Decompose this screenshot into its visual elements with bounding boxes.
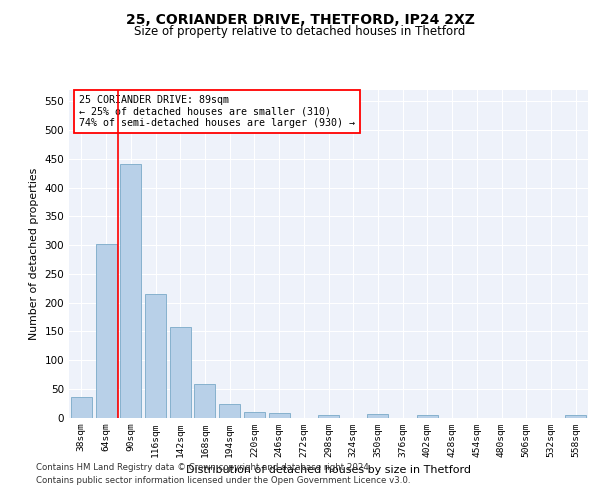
Bar — [194, 384, 215, 418]
Text: Contains public sector information licensed under the Open Government Licence v3: Contains public sector information licen… — [36, 476, 410, 485]
Text: Size of property relative to detached houses in Thetford: Size of property relative to detached ho… — [134, 25, 466, 38]
Text: Contains HM Land Registry data © Crown copyright and database right 2024.: Contains HM Land Registry data © Crown c… — [36, 464, 371, 472]
Text: 25, CORIANDER DRIVE, THETFORD, IP24 2XZ: 25, CORIANDER DRIVE, THETFORD, IP24 2XZ — [125, 12, 475, 26]
Bar — [95, 244, 116, 418]
Bar — [120, 164, 141, 418]
Text: 25 CORIANDER DRIVE: 89sqm
← 25% of detached houses are smaller (310)
74% of semi: 25 CORIANDER DRIVE: 89sqm ← 25% of detac… — [79, 95, 355, 128]
Bar — [417, 415, 438, 418]
Bar — [145, 294, 166, 418]
Bar — [170, 328, 191, 418]
X-axis label: Distribution of detached houses by size in Thetford: Distribution of detached houses by size … — [186, 465, 471, 475]
Bar — [219, 404, 240, 417]
Bar — [244, 412, 265, 418]
Bar — [318, 414, 339, 418]
Y-axis label: Number of detached properties: Number of detached properties — [29, 168, 39, 340]
Bar — [71, 397, 92, 417]
Bar — [269, 413, 290, 418]
Bar — [367, 414, 388, 418]
Bar — [565, 415, 586, 418]
